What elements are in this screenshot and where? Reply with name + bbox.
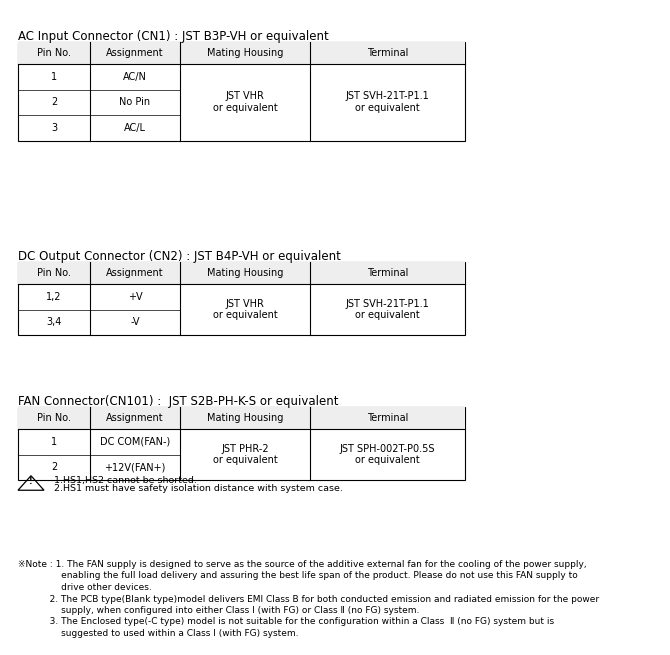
Text: Assignment: Assignment	[106, 48, 163, 58]
Text: !: !	[29, 477, 33, 487]
Text: supply, when configured into either Class Ⅰ (with FG) or Class Ⅱ (no FG) system.: supply, when configured into either Clas…	[18, 606, 419, 615]
Text: JST VHR
or equivalent: JST VHR or equivalent	[212, 92, 277, 113]
Bar	[18, 262, 465, 284]
Text: No Pin: No Pin	[119, 97, 151, 107]
Text: DC Output Connector (CN2) : JST B4P-VH or equivalent: DC Output Connector (CN2) : JST B4P-VH o…	[18, 250, 341, 263]
Text: Pin No.: Pin No.	[37, 268, 71, 278]
Bar	[18, 42, 465, 64]
Text: 3. The Enclosed type(-C type) model is not suitable for the configuration within: 3. The Enclosed type(-C type) model is n…	[18, 618, 554, 626]
Text: Terminal: Terminal	[366, 268, 408, 278]
Text: Mating Housing: Mating Housing	[207, 268, 283, 278]
Text: ※Note : 1. The FAN supply is designed to serve as the source of the additive ext: ※Note : 1. The FAN supply is designed to…	[18, 560, 587, 569]
Text: enabling the full load delivery and assuring the best life span of the product. : enabling the full load delivery and assu…	[18, 572, 578, 580]
Text: 2: 2	[51, 462, 57, 472]
Text: AC Input Connector (CN1) : JST B3P-VH or equivalent: AC Input Connector (CN1) : JST B3P-VH or…	[18, 30, 329, 43]
Text: 1: 1	[51, 437, 57, 447]
Text: 2: 2	[51, 97, 57, 107]
Text: +V: +V	[128, 291, 142, 302]
Text: 2. The PCB type(Blank type)model delivers EMI Class B for both conducted emissio: 2. The PCB type(Blank type)model deliver…	[18, 595, 599, 603]
Text: 1.HS1,HS2 cannot be shorted.: 1.HS1,HS2 cannot be shorted.	[54, 476, 197, 485]
Text: 3,4: 3,4	[46, 317, 62, 328]
Text: Mating Housing: Mating Housing	[207, 413, 283, 423]
Bar	[18, 407, 465, 429]
Bar	[18, 42, 465, 141]
Text: 3: 3	[51, 122, 57, 133]
Text: 2.HS1 must have safety isolation distance with system case.: 2.HS1 must have safety isolation distanc…	[54, 484, 343, 493]
Text: Terminal: Terminal	[366, 413, 408, 423]
Text: Mating Housing: Mating Housing	[207, 48, 283, 58]
Text: DC COM(FAN-): DC COM(FAN-)	[100, 437, 170, 447]
Text: 1,2: 1,2	[46, 291, 62, 302]
Text: 1: 1	[51, 72, 57, 82]
Text: JST VHR
or equivalent: JST VHR or equivalent	[212, 299, 277, 320]
Text: JST SVH-21T-P1.1
or equivalent: JST SVH-21T-P1.1 or equivalent	[346, 299, 429, 320]
Text: AC/L: AC/L	[124, 122, 146, 133]
Text: drive other devices.: drive other devices.	[18, 583, 151, 592]
Text: +12V(FAN+): +12V(FAN+)	[105, 462, 165, 472]
Bar	[18, 407, 465, 480]
Text: AC/N: AC/N	[123, 72, 147, 82]
Text: -V: -V	[130, 317, 140, 328]
Text: suggested to used within a Class Ⅰ (with FG) system.: suggested to used within a Class Ⅰ (with…	[18, 629, 299, 638]
Text: Assignment: Assignment	[106, 268, 163, 278]
Text: Assignment: Assignment	[106, 413, 163, 423]
Bar	[18, 262, 465, 335]
Text: JST SPH-002T-P0.5S
or equivalent: JST SPH-002T-P0.5S or equivalent	[340, 443, 436, 465]
Text: JST SVH-21T-P1.1
or equivalent: JST SVH-21T-P1.1 or equivalent	[346, 92, 429, 113]
Text: FAN Connector(CN101) :  JST S2B-PH-K-S or equivalent: FAN Connector(CN101) : JST S2B-PH-K-S or…	[18, 395, 338, 408]
Text: Terminal: Terminal	[366, 48, 408, 58]
Text: Pin No.: Pin No.	[37, 413, 71, 423]
Text: JST PHR-2
or equivalent: JST PHR-2 or equivalent	[212, 443, 277, 465]
Text: Pin No.: Pin No.	[37, 48, 71, 58]
